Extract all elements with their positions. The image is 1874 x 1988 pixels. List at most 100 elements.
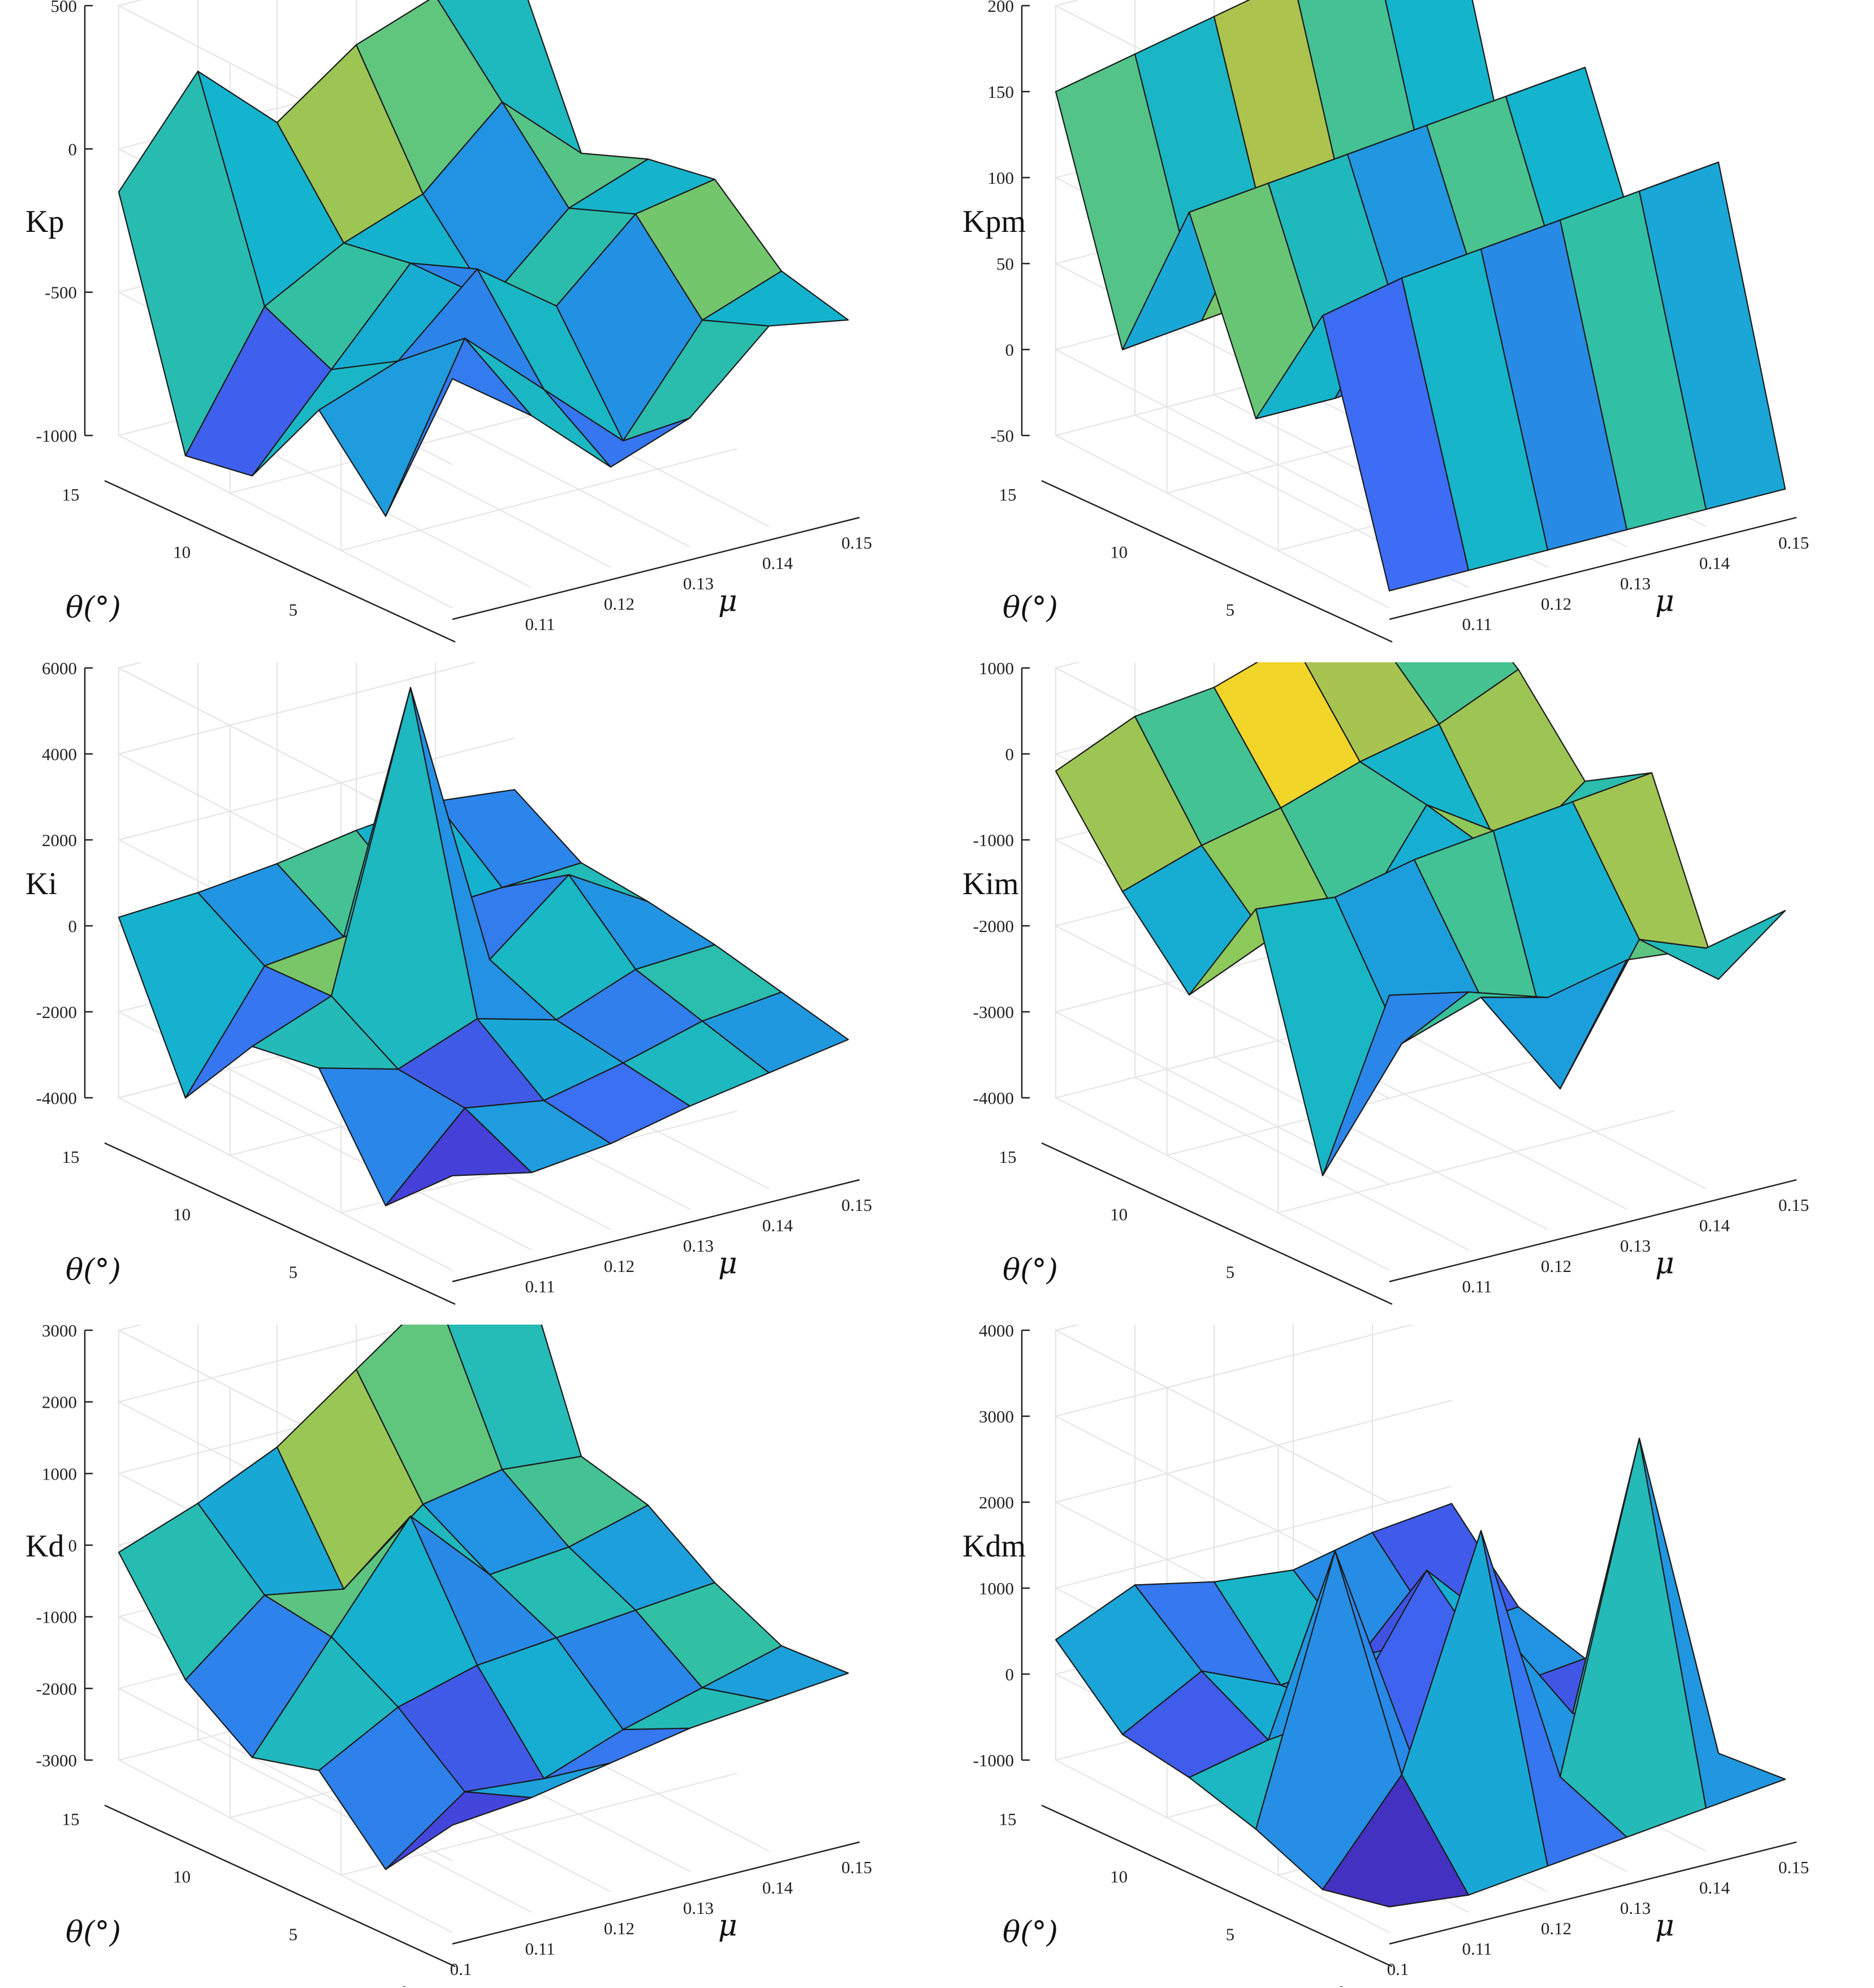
- chart-kim-svg: 1000 0 -1000 -2000 -3000 -4000 Kim 15 10 5 θ(°) 0.1…: [962, 662, 1809, 1305]
- ki-theta-tick-0: 15: [62, 1147, 80, 1167]
- kpm-theta-tick-2: 5: [1226, 600, 1235, 619]
- ki-theta-tick-1: 10: [173, 1205, 191, 1224]
- kd-ztick-4: -1000: [36, 1607, 77, 1627]
- kp-ztick-2: -500: [45, 283, 77, 303]
- kpm-facet-0-4: [1638, 161, 1786, 510]
- kd-ztick-6: -3000: [36, 1750, 77, 1770]
- kim-mu-axis: [1389, 1179, 1797, 1283]
- kim-xlabel: θ(°): [1003, 1253, 1058, 1287]
- ki-mu-tick-3: 0.14: [762, 1215, 793, 1235]
- kpm-theta-axis: [1041, 480, 1393, 643]
- ki-ylabel: μ: [718, 1247, 737, 1280]
- ki-mu-tick-2: 0.13: [683, 1236, 714, 1256]
- kp-theta-axis: [104, 480, 456, 643]
- kim-theta-tick-0: 15: [999, 1147, 1017, 1167]
- kdm-mu-tick-3: 0.13: [1620, 1898, 1651, 1918]
- kp-theta-tick-1: 10: [173, 542, 191, 562]
- kim-theta-tick-1: 10: [1110, 1205, 1128, 1224]
- ki-mu-tick-0: 0.11: [525, 1277, 555, 1296]
- kdm-top-edge: [1054, 1325, 1390, 1503]
- kd-theta-axis: [104, 1804, 456, 1968]
- kd-mu-tick-0: 0.1: [450, 1959, 472, 1979]
- chart-ki: 6000 4000 2000 0 -2000 -4000 Ki 15 10 5 θ(°) 0.11 0.…: [0, 662, 937, 1325]
- kim-ylabel: μ: [1655, 1247, 1674, 1280]
- kpm-ztick-5: -50: [991, 426, 1014, 446]
- kd-ylabel: μ: [718, 1909, 737, 1943]
- kd-ztick-0: 3000: [42, 1325, 77, 1340]
- kdm-theta-axis: [1041, 1804, 1393, 1968]
- kd-mu-tick-4: 0.14: [762, 1878, 793, 1898]
- kpm-ztick-2: 100: [988, 168, 1014, 188]
- kd-theta-tick-3: 0: [400, 1982, 409, 1987]
- kd-ztick-1: 2000: [42, 1392, 77, 1412]
- ki-xlabel: θ(°): [66, 1253, 121, 1287]
- chart-kim: 1000 0 -1000 -2000 -3000 -4000 Kim 15 10 5 θ(°) 0.1…: [937, 662, 1874, 1325]
- kpm-ztick-4: 0: [1005, 340, 1014, 360]
- kpm-ylabel: μ: [1655, 584, 1674, 618]
- kp-mu-tick-0: 0.11: [525, 614, 555, 634]
- kpm-ztick-1: 150: [988, 82, 1014, 102]
- kd-facet-0-4: [701, 1645, 849, 1702]
- kim-mu-tick-0: 0.11: [1462, 1277, 1492, 1296]
- kd-theta-tick-0: 15: [62, 1809, 80, 1829]
- kpm-mu-tick-1: 0.12: [1541, 594, 1571, 614]
- ki-mu-axis: [452, 1179, 860, 1283]
- kpm-mu-tick-4: 0.15: [1778, 533, 1809, 553]
- kp-mu-tick-1: 0.12: [604, 594, 634, 614]
- kim-mu-tick-4: 0.15: [1778, 1195, 1809, 1215]
- kpm-theta-tick-0: 15: [999, 485, 1017, 504]
- ki-ztick-1: 4000: [42, 744, 77, 764]
- kd-xlabel: θ(°): [66, 1916, 121, 1950]
- kdm-mu-tick-0: 0.1: [1387, 1959, 1409, 1979]
- chart-kp: 500 0 -500 -1000 Kp 15 10 5 θ(°) 0.11 0.12 0.13 0.14…: [0, 0, 937, 662]
- kim-theta-tick-2: 5: [1226, 1262, 1235, 1282]
- kdm-mu-tick-4: 0.14: [1699, 1878, 1730, 1898]
- kdm-ztick-0: 4000: [979, 1325, 1014, 1340]
- kdm-ztick-4: 0: [1005, 1664, 1014, 1684]
- kdm-ztick-2: 2000: [979, 1493, 1014, 1512]
- chart-ki-svg: 6000 4000 2000 0 -2000 -4000 Ki 15 10 5 θ(°) 0.11 0.…: [25, 662, 872, 1305]
- kdm-mu-axis: [1389, 1841, 1797, 1945]
- kim-mu-tick-1: 0.12: [1541, 1256, 1571, 1276]
- kim-ztick-0: 1000: [979, 662, 1014, 678]
- kd-theta-tick-1: 10: [173, 1867, 191, 1887]
- kpm-zlabel: Kpm: [962, 204, 1026, 239]
- kpm-ztick-3: 50: [996, 254, 1014, 274]
- kp-xlabel: θ(°): [66, 591, 121, 625]
- kp-ylabel: μ: [718, 584, 737, 618]
- ki-ztick-2: 2000: [42, 830, 77, 850]
- chart-kdm: 4000 3000 2000 1000 0 -1000 Kdm 15 10 5 0 θ(°) 0.1 0.…: [937, 1325, 1874, 1987]
- ki-mu-tick-1: 0.12: [604, 1256, 634, 1276]
- kp-mu-tick-2: 0.13: [683, 573, 714, 593]
- kim-mu-tick-2: 0.13: [1620, 1236, 1651, 1256]
- kim-theta-axis: [1041, 1142, 1393, 1305]
- kpm-mu-tick-2: 0.13: [1620, 573, 1651, 593]
- kd-mu-tick-1: 0.11: [525, 1939, 555, 1959]
- kp-ztick-0: 500: [51, 0, 77, 16]
- kp-theta-tick-0: 15: [62, 485, 80, 504]
- kd-ztick-3: 0: [68, 1536, 77, 1555]
- kp-theta-tick-2: 5: [289, 600, 298, 619]
- chart-kpm-svg: 200 150 100 50 0 -50 Kpm 15 10 5 θ(°) 0.11 0.12 0.13 0…: [962, 0, 1809, 643]
- ki-theta-tick-2: 5: [289, 1262, 298, 1282]
- chart-kd: 3000 2000 1000 0 -1000 -2000 -3000 Kd 15 10 5 0 θ(°)…: [0, 1325, 937, 1987]
- kdm-zlabel: Kdm: [962, 1529, 1026, 1564]
- kd-mu-axis: [452, 1841, 860, 1945]
- kpm-xlabel: θ(°): [1003, 591, 1058, 625]
- kdm-ylabel: μ: [1655, 1909, 1674, 1943]
- kim-ztick-4: -3000: [973, 1002, 1014, 1022]
- kdm-xlabel: θ(°): [1003, 1916, 1058, 1950]
- kp-ztick-1: 0: [68, 139, 77, 159]
- kdm-theta-tick-1: 10: [1110, 1867, 1128, 1887]
- kdm-ztick-1: 3000: [979, 1407, 1014, 1426]
- kim-mu-tick-3: 0.14: [1699, 1215, 1730, 1235]
- kd-mu-tick-5: 0.15: [841, 1857, 872, 1877]
- kim-ztick-1: 0: [1005, 744, 1014, 764]
- kpm-mu-tick-0: 0.11: [1462, 614, 1492, 634]
- kdm-zgrid-0: [1054, 1325, 1390, 1503]
- chart-kpm: 200 150 100 50 0 -50 Kpm 15 10 5 θ(°) 0.11 0.12 0.13 0…: [937, 0, 1874, 662]
- kpm-ztick-0: 200: [988, 0, 1014, 16]
- kp-ztick-3: -1000: [36, 426, 77, 446]
- kd-ztick-2: 1000: [42, 1464, 77, 1484]
- ki-facet-0-4: [701, 991, 849, 1073]
